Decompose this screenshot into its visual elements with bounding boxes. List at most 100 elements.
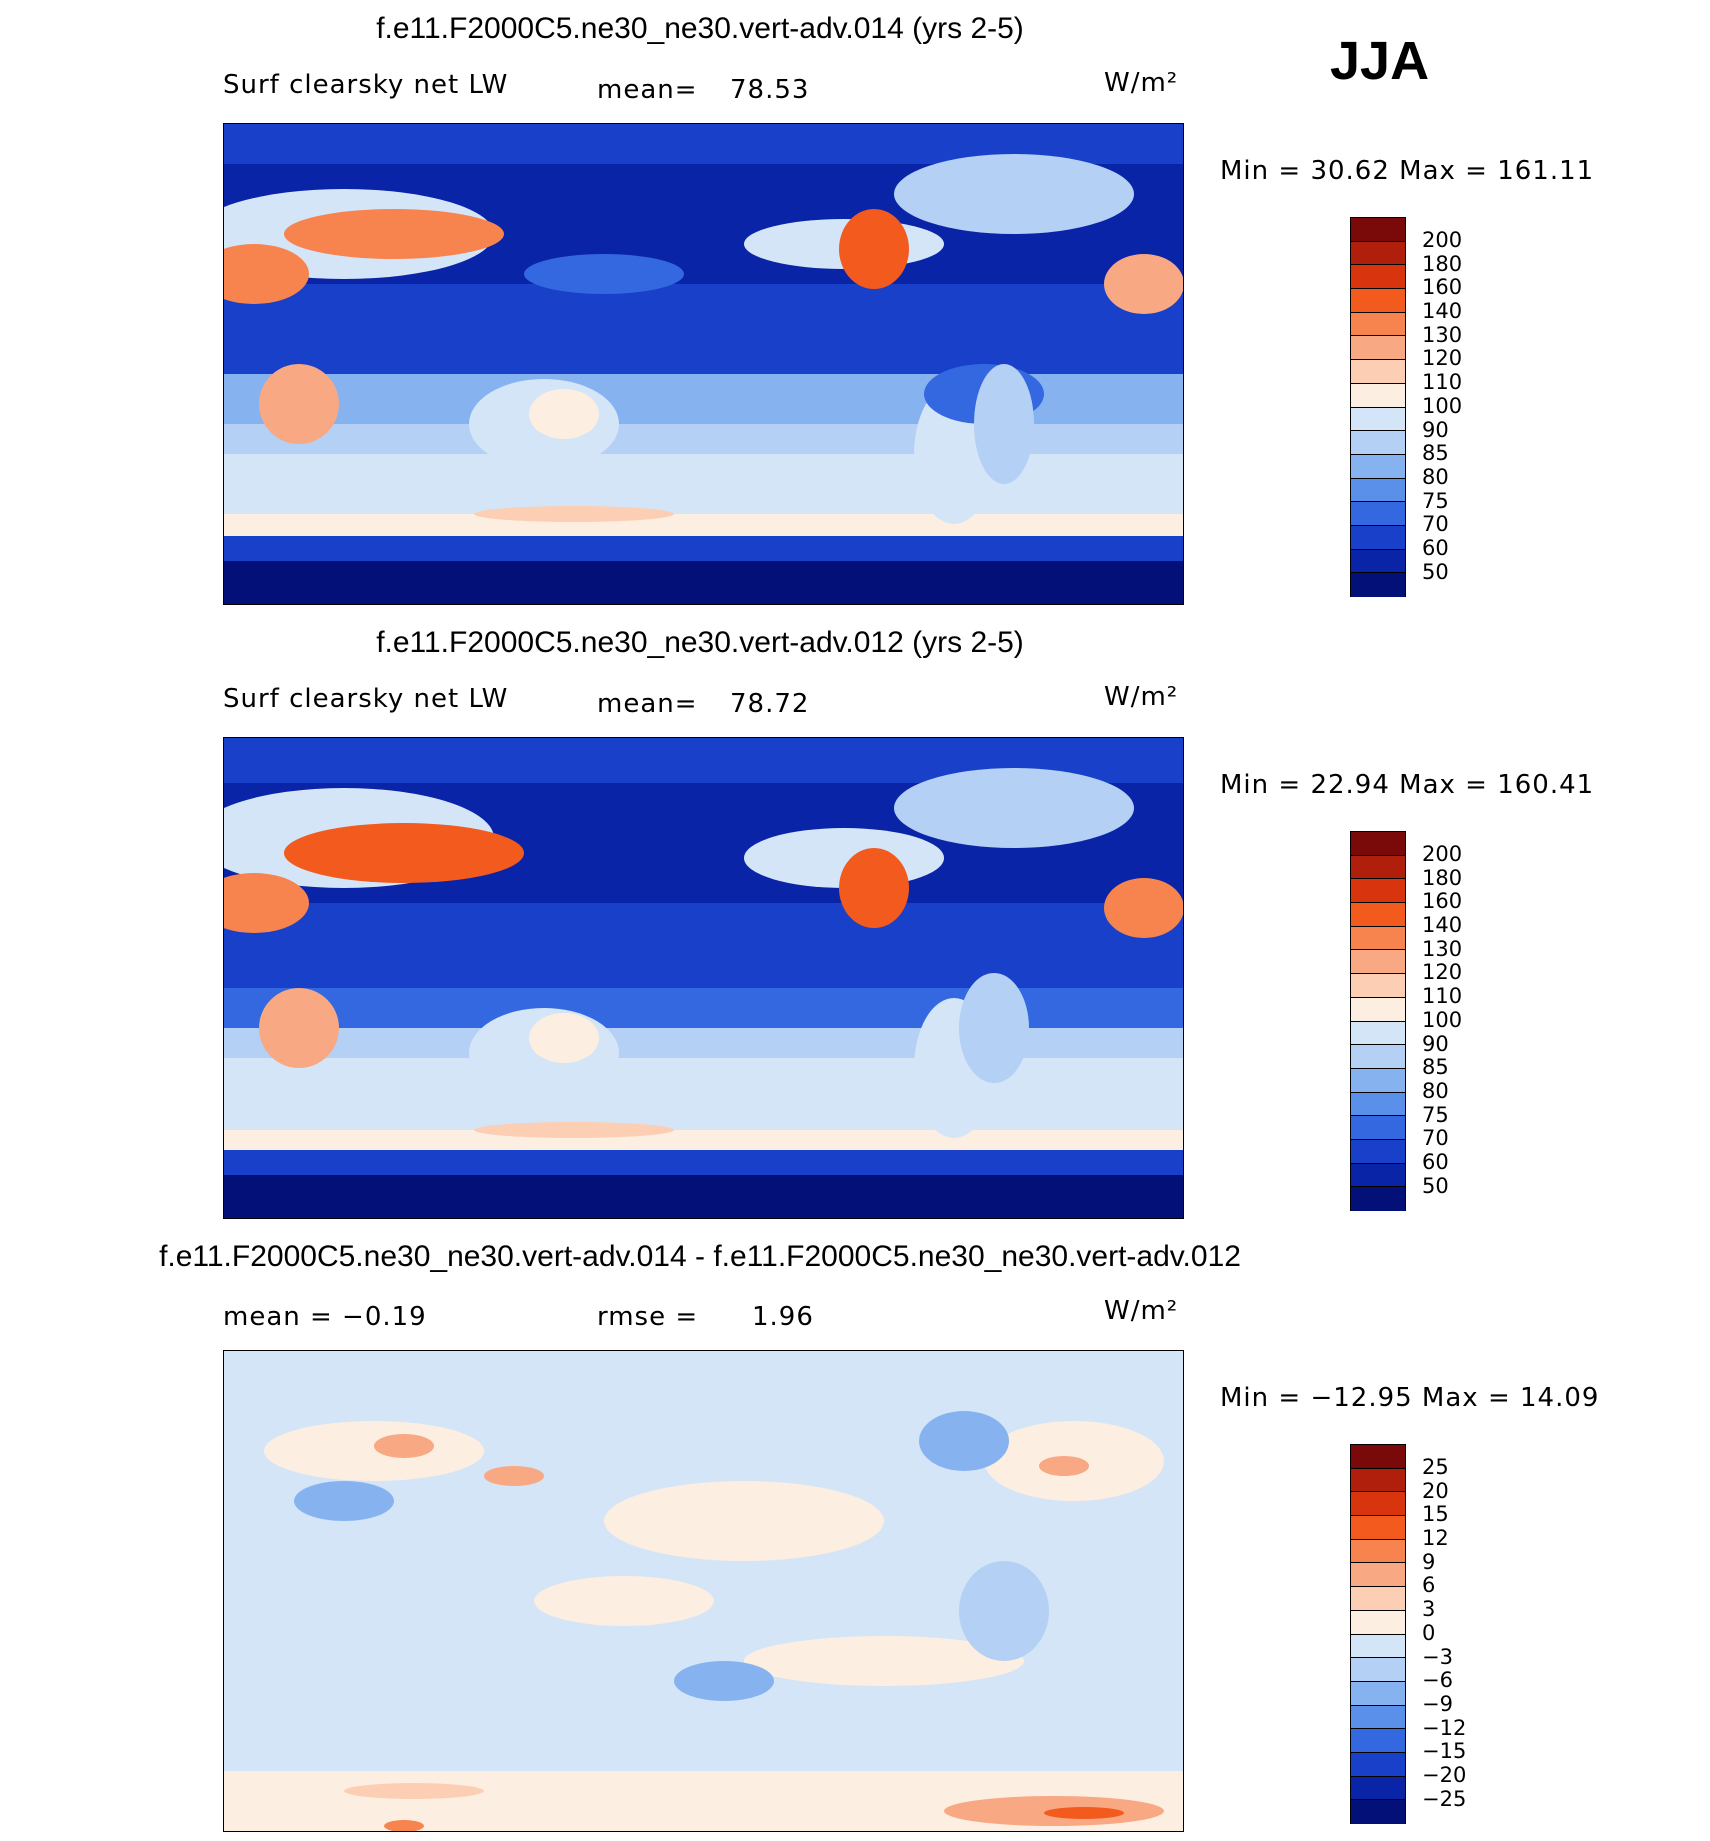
colorbar-tick: 0 — [1422, 1620, 1436, 1645]
panel-3-colorbar-swatch — [1351, 1658, 1405, 1682]
colorbar-tick: 160 — [1422, 889, 1463, 914]
panel-1-colorbar-ticks: 200 180 160 140 130 120 110 100 90 85 80… — [1422, 228, 1463, 584]
colorbar-tick: 25 — [1422, 1455, 1449, 1479]
panel-2-colorbar-swatch — [1351, 1187, 1405, 1211]
panel-2-colorbar — [1350, 831, 1406, 1211]
panel-3-colorbar-swatch — [1351, 1587, 1405, 1611]
colorbar-tick: 70 — [1422, 512, 1449, 537]
panel-1-colorbar-swatch — [1351, 289, 1405, 313]
panel-2-units: W/m² — [1104, 682, 1179, 712]
colorbar-tick: 75 — [1422, 1102, 1449, 1127]
colorbar-tick: 120 — [1422, 346, 1463, 371]
panel-3-colorbar-swatch — [1351, 1729, 1405, 1753]
panel-2-map — [223, 737, 1184, 1219]
panel-2-title: f.e11.F2000C5.ne30_ne30.vert-adv.012 (yr… — [376, 626, 1024, 659]
colorbar-tick: 110 — [1422, 984, 1463, 1009]
panel-3-colorbar-swatch — [1351, 1445, 1405, 1469]
colorbar-tick: 85 — [1422, 1055, 1449, 1080]
colorbar-tick: 90 — [1422, 417, 1449, 442]
colorbar-tick: 6 — [1422, 1573, 1436, 1598]
colorbar-tick: 120 — [1422, 960, 1463, 985]
colorbar-tick: −12 — [1422, 1715, 1467, 1740]
panel-1-units: W/m² — [1104, 68, 1179, 98]
colorbar-tick: 200 — [1422, 228, 1463, 252]
panel-2-colorbar-swatch — [1351, 1068, 1405, 1093]
panel-2-colorbar-ticks: 200 180 160 140 130 120 110 100 90 85 80… — [1422, 842, 1463, 1198]
colorbar-tick: 140 — [1422, 913, 1463, 938]
colorbar-tick: 100 — [1422, 1007, 1463, 1032]
panel-3-colorbar-swatch — [1351, 1681, 1405, 1706]
panel-1-min-max: Min = 30.62 Max = 161.11 — [1220, 156, 1595, 186]
panel-1-mean-label: mean= — [597, 75, 698, 105]
panel-2-colorbar-swatch — [1351, 1116, 1405, 1140]
panel-3-min-max: Min = −12.95 Max = 14.09 — [1220, 1383, 1600, 1413]
panel-3-rmse-label: rmse = — [597, 1302, 699, 1332]
colorbar-tick: 180 — [1422, 251, 1463, 276]
panel-1-colorbar — [1350, 217, 1406, 597]
colorbar-tick: −3 — [1422, 1644, 1453, 1669]
panel-2-mean-value: 78.72 — [730, 689, 810, 719]
panel-2-mean-label: mean= — [597, 689, 698, 719]
colorbar-tick: −25 — [1422, 1786, 1467, 1811]
panel-2-colorbar-swatch — [1351, 1045, 1405, 1069]
colorbar-tick: 60 — [1422, 1149, 1449, 1174]
panel-1-colorbar-swatch — [1351, 407, 1405, 432]
colorbar-tick: 15 — [1422, 1502, 1449, 1527]
panel-2-colorbar-swatch — [1351, 879, 1405, 904]
panel-2-colorbar-swatch — [1351, 997, 1405, 1022]
panel-3-colorbar-swatch — [1351, 1610, 1405, 1635]
panel-1-colorbar-swatch — [1351, 478, 1405, 503]
colorbar-tick: 140 — [1422, 299, 1463, 324]
panel-2-colorbar-swatch — [1351, 1021, 1405, 1046]
panel-2-variable-label: Surf clearsky net LW — [223, 684, 509, 714]
colorbar-tick: −20 — [1422, 1762, 1467, 1787]
panel-3-colorbar-swatch — [1351, 1776, 1405, 1801]
panel-3-colorbar-swatch — [1351, 1468, 1405, 1493]
colorbar-tick: 75 — [1422, 488, 1449, 513]
panel-3-colorbar-swatch — [1351, 1539, 1405, 1564]
panel-1-colorbar-swatch — [1351, 241, 1405, 266]
season-label: JJA — [1330, 31, 1430, 91]
panel-2-colorbar-swatch — [1351, 974, 1405, 998]
colorbar-tick: 100 — [1422, 393, 1463, 418]
colorbar-tick: −6 — [1422, 1668, 1453, 1693]
panel-1-mean-value: 78.53 — [730, 75, 810, 105]
panel-2-colorbar-swatch — [1351, 903, 1405, 927]
panel-3-colorbar-swatch — [1351, 1800, 1405, 1824]
colorbar-tick: 85 — [1422, 441, 1449, 466]
panel-3-title: f.e11.F2000C5.ne30_ne30.vert-adv.014 - f… — [159, 1240, 1241, 1273]
panel-2-colorbar-swatch — [1351, 1139, 1405, 1164]
panel-3-colorbar — [1350, 1444, 1406, 1824]
colorbar-tick: 160 — [1422, 275, 1463, 300]
panel-3-colorbar-ticks: 25 20 15 12 9 6 3 0 −3 −6 −9 −12 −15 −20… — [1422, 1455, 1467, 1811]
colorbar-tick: −9 — [1422, 1691, 1453, 1716]
panel-2-colorbar-swatch — [1351, 832, 1405, 856]
panel-1-colorbar-swatch — [1351, 312, 1405, 337]
colorbar-tick: 130 — [1422, 322, 1463, 347]
colorbar-tick: 90 — [1422, 1031, 1449, 1056]
panel-2-map-field — [224, 738, 1183, 1218]
panel-3-units: W/m² — [1104, 1296, 1179, 1326]
panel-1-colorbar-swatch — [1351, 454, 1405, 479]
panel-2-colorbar-swatch — [1351, 855, 1405, 880]
panel-2-colorbar-swatch — [1351, 1163, 1405, 1188]
colorbar-tick: 80 — [1422, 1078, 1449, 1103]
panel-1-colorbar-swatch — [1351, 360, 1405, 384]
panel-2-colorbar-swatch — [1351, 926, 1405, 951]
colorbar-tick: 200 — [1422, 842, 1463, 866]
panel-2-min-max: Min = 22.94 Max = 160.41 — [1220, 770, 1595, 800]
colorbar-tick: 50 — [1422, 559, 1449, 584]
colorbar-tick: 180 — [1422, 865, 1463, 890]
panel-1-colorbar-swatch — [1351, 502, 1405, 526]
colorbar-tick: 9 — [1422, 1549, 1436, 1574]
panel-3-map-field — [224, 1351, 1183, 1831]
panel-2-colorbar-swatch — [1351, 1092, 1405, 1117]
panel-1-colorbar-swatch — [1351, 218, 1405, 242]
panel-3-colorbar-swatch — [1351, 1752, 1405, 1777]
panel-2-colorbar-swatch — [1351, 950, 1405, 975]
colorbar-tick: 60 — [1422, 535, 1449, 560]
colorbar-tick: 130 — [1422, 936, 1463, 961]
panel-3-map — [223, 1350, 1184, 1832]
panel-1-colorbar-swatch — [1351, 336, 1405, 361]
colorbar-tick: −15 — [1422, 1739, 1467, 1764]
